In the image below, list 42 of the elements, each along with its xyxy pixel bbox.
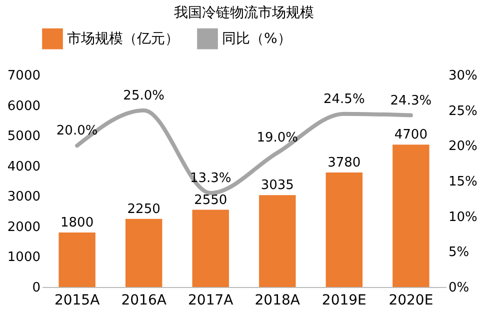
bar [125, 218, 162, 287]
y2-tick-label: 10% [448, 210, 478, 225]
chart-title: 我国冷链物流市场规模 [174, 5, 314, 21]
x-tick-label: 2017A [188, 292, 234, 308]
bar [259, 195, 296, 287]
y-tick-label: 4000 [7, 159, 40, 174]
data-label: 24.3% [390, 93, 432, 108]
y2-tick-label: 20% [448, 139, 478, 154]
x-tick-label: 2016A [121, 292, 167, 308]
legend-label: 同比（%） [222, 30, 292, 47]
y2-tick-label: 0% [448, 280, 470, 296]
data-label: 4700 [394, 128, 428, 143]
y2-tick-label: 5% [448, 245, 470, 260]
y-tick-label: 3000 [7, 190, 40, 205]
data-label: 19.0% [256, 130, 298, 146]
y-tick-label: 5000 [7, 129, 40, 144]
bar [192, 210, 229, 287]
y-tick-label: 6000 [7, 98, 40, 114]
data-label: 2250 [127, 202, 160, 217]
data-label: 1800 [60, 215, 94, 230]
data-label: 3035 [260, 178, 294, 194]
y2-tick-label: 25% [448, 104, 478, 119]
data-label: 3780 [328, 156, 361, 171]
y2-tick-label: 15% [448, 174, 478, 190]
data-label: 24.5% [324, 92, 365, 107]
bar [58, 232, 96, 287]
data-label: 20.0% [56, 124, 98, 139]
data-label: 2550 [194, 192, 228, 208]
y-tick-label: 7000 [7, 68, 40, 84]
data-label: 25.0% [123, 88, 164, 104]
x-tick-label: 2019E [322, 292, 366, 308]
bar [392, 144, 430, 287]
y2-tick-label: 30% [448, 68, 478, 84]
data-label: 13.3% [190, 171, 232, 186]
bar [326, 172, 363, 287]
legend-label: 市场规模（亿元） [67, 30, 179, 47]
x-tick-label: 2020E [388, 292, 434, 308]
x-tick-label: 2018A [254, 292, 300, 308]
x-tick-label: 2015A [54, 292, 100, 308]
y-tick-label: 2000 [7, 220, 40, 235]
y-tick-label: 1000 [7, 250, 40, 266]
y-tick-label: 0 [32, 280, 40, 296]
